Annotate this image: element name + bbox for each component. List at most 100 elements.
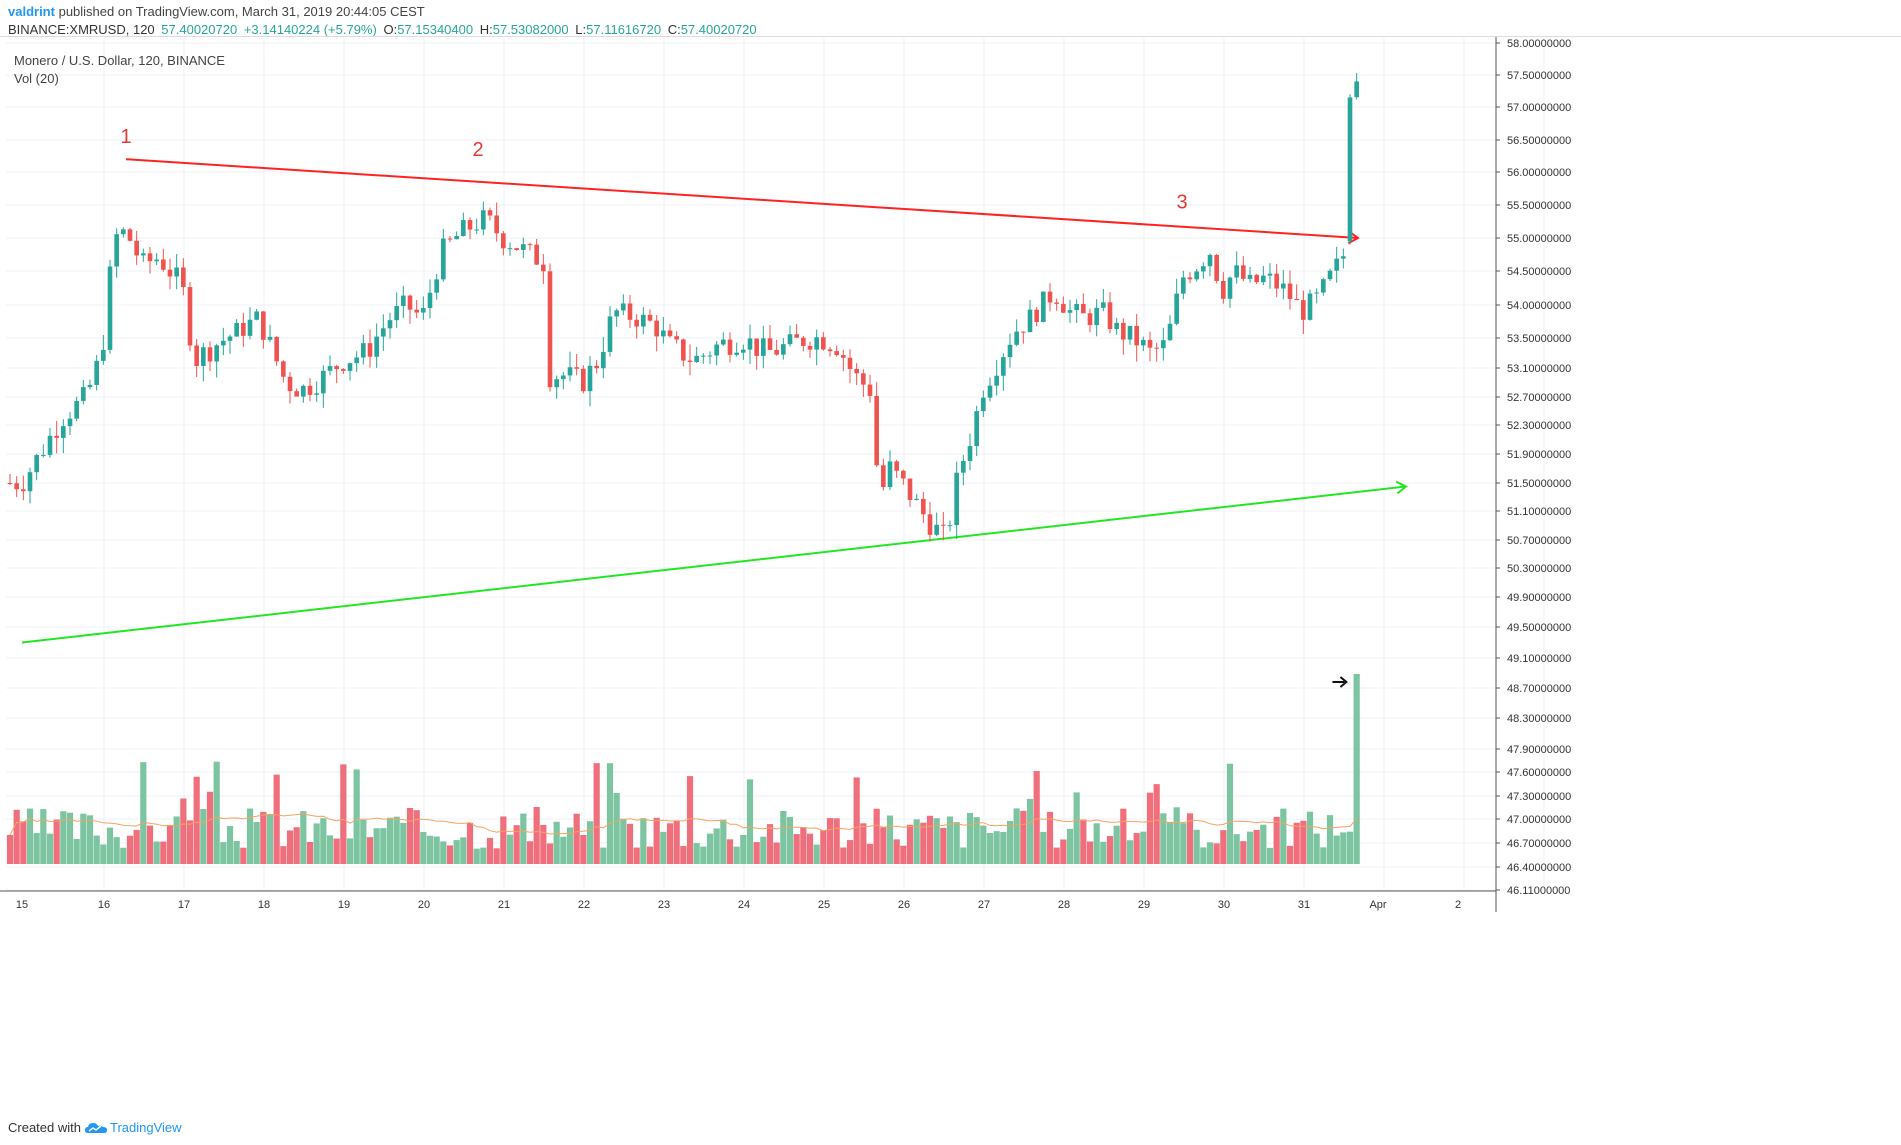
candle-up [781, 344, 786, 355]
candle-up [974, 411, 979, 447]
candle-up [1101, 302, 1106, 308]
volume-bar [46, 833, 54, 864]
volume-bar [1193, 829, 1200, 864]
volume-bar [1060, 839, 1067, 864]
candle-up [327, 366, 333, 371]
candle-up [521, 244, 526, 250]
volume-bar [1273, 816, 1280, 864]
candle-up [94, 360, 99, 385]
volume-bar [773, 842, 780, 864]
last-price: 57.40020720 [161, 22, 238, 37]
candle-up [34, 455, 39, 473]
price-tick-label: 56.50000000 [1507, 135, 1571, 147]
candle-up [361, 343, 366, 358]
date-tick-label: 16 [98, 899, 110, 911]
volume-bar [33, 833, 40, 864]
price-change: +3.14140224 (+5.79%) [243, 22, 377, 37]
candle-down [334, 366, 339, 370]
volume-bar [740, 834, 747, 864]
volume-bar [800, 827, 807, 864]
candle-down [514, 248, 519, 250]
footer: Created with TradingView [8, 1120, 182, 1135]
volume-bar [306, 842, 314, 864]
candle-up [381, 328, 386, 337]
volume-bar [640, 818, 647, 864]
volume-bar [1106, 836, 1114, 864]
volume-bar [1280, 808, 1287, 864]
date-tick-label: 25 [818, 899, 830, 911]
candle-down [681, 339, 686, 361]
created-with-label: Created with [8, 1120, 81, 1135]
volume-bar [120, 847, 127, 864]
high-label: H: [479, 22, 493, 37]
candle-down [414, 309, 419, 313]
date-tick-label: 18 [258, 899, 270, 911]
volume-bar [1053, 847, 1060, 864]
volume-bar [360, 819, 367, 864]
volume-bar [206, 791, 214, 864]
volume-bar [160, 841, 167, 864]
volume-bar [60, 811, 67, 864]
candle-down [407, 295, 413, 310]
volume-bar [353, 769, 360, 864]
volume-bar [486, 837, 494, 864]
volume-bar [333, 838, 340, 864]
volume-bar [1140, 831, 1147, 864]
candle-up [1227, 277, 1233, 299]
volume-bar [693, 843, 700, 864]
candle-down [1187, 277, 1193, 280]
author-name[interactable]: valdrint [8, 4, 55, 19]
volume-bar [580, 835, 587, 864]
price-tick-label: 46.40000000 [1507, 862, 1571, 874]
candle-down [287, 376, 293, 392]
volume-bar [66, 812, 74, 864]
volume-bar [826, 818, 834, 864]
candle-down [241, 322, 246, 336]
price-tick-label: 47.30000000 [1507, 791, 1571, 803]
candle-up [1114, 322, 1119, 329]
candle-down [847, 357, 853, 370]
candle-up [461, 220, 466, 237]
volume-bar [166, 825, 174, 864]
candle-down [1081, 303, 1086, 314]
volume-bar [1220, 830, 1227, 864]
volume-bar [846, 840, 854, 864]
candle-up [454, 236, 459, 240]
volume-bar [86, 815, 94, 864]
candle-up [701, 355, 706, 357]
candle-up [1234, 265, 1239, 278]
volume-bar [713, 828, 720, 864]
symbol-name: BINANCE:XMRUSD, 120 [8, 22, 155, 37]
price-tick-label: 58.00000000 [1507, 38, 1571, 50]
volume-bar [153, 841, 160, 864]
volume-bar [1200, 847, 1207, 864]
candle-down [861, 373, 866, 385]
candle-up [567, 367, 573, 376]
volume-bar [953, 822, 960, 864]
candle-down [1154, 347, 1159, 349]
date-tick-label: 24 [738, 899, 750, 911]
volume-bar [540, 824, 547, 864]
tradingview-logo[interactable]: TradingView [84, 1120, 182, 1135]
candle-down [627, 303, 633, 320]
support-arrow-icon [1395, 480, 1408, 495]
volume-bar [966, 812, 974, 864]
candle-down [1301, 300, 1306, 320]
candle-up [227, 336, 233, 341]
volume-bar [660, 831, 667, 864]
candle-down [127, 229, 133, 241]
candle-up [1207, 254, 1213, 267]
date-tick-label: 26 [898, 899, 910, 911]
candle-up [1354, 81, 1359, 98]
volume-bar [520, 813, 527, 864]
volume-bar [913, 819, 920, 864]
volume-bar [346, 838, 354, 864]
candle-down [841, 355, 846, 358]
resistance-trendline [125, 158, 1359, 239]
candle-up [87, 384, 93, 388]
candle-up [1267, 273, 1273, 276]
candle-down [1294, 298, 1299, 301]
candle-up [987, 385, 993, 398]
candle-down [594, 365, 599, 369]
